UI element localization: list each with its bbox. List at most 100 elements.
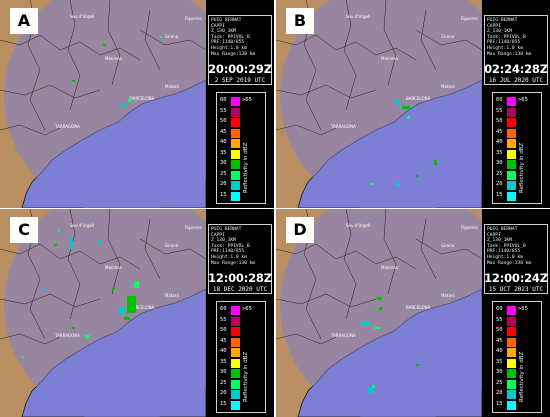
radar-echo [134, 281, 139, 288]
scale-color-swatch [507, 306, 516, 315]
scale-color-swatch [231, 379, 240, 389]
radar-echo [58, 229, 60, 232]
scale-tick-label: 50 [220, 118, 227, 124]
scale-tick-label: 60 [220, 306, 227, 312]
radar-info-box: PUIG BERNAT CAPPI Z_130_1KM Task: PPIVOL_B P… [484, 15, 548, 85]
reflectivity-scale: 60 >65 55 50 45 40 35 30 25 20 15 Reflectivity in d… [216, 301, 266, 413]
scale-tick-label: 35 [496, 149, 503, 156]
info-line: PUIG BERNAT [487, 18, 518, 23]
map-place-label: Manresa [105, 56, 123, 61]
info-sidebar: PUIG BERNAT CAPPI Z_130_1KM Task: PPIVOL_B P… [482, 0, 550, 208]
scale-color-swatch [231, 327, 240, 336]
scale-tick-label: 35 [496, 358, 503, 365]
radar-panel-d: Seu d'Urgell Girona Manresa Figueres BARCELO… [276, 209, 550, 417]
scale-color-swatch [507, 327, 516, 336]
scale-tick-label: 50 [220, 327, 227, 333]
scale-tick-label: 60 [496, 306, 503, 312]
panel-letter: A [10, 8, 38, 34]
map-place-label: Mataró [441, 84, 455, 89]
scale-tick-label: 45 [220, 337, 227, 344]
map-place-label: Seu d'Urgell [70, 223, 94, 228]
radar-echo [396, 183, 400, 186]
scale-color-swatch [231, 390, 240, 399]
panel-letter: C [10, 217, 38, 243]
info-line: PRF:1140/855 [211, 249, 245, 255]
scale-tick-label: 15 [220, 400, 227, 407]
radar-echo [379, 307, 382, 310]
map-place-label: Girona [165, 34, 179, 39]
scale-color-swatch [231, 191, 240, 201]
info-line: Max Range:130 km [487, 51, 532, 57]
map-place-label: Seu d'Urgell [70, 14, 94, 19]
radar-echo [85, 335, 90, 338]
radar-panel-a: Seu d'Urgell Girona Manresa Figueres BARCELO… [0, 0, 274, 208]
scale-color-swatch [507, 128, 516, 138]
scale-color-swatch [507, 337, 516, 347]
scale-color-swatch [231, 337, 240, 347]
scale-color-swatch [507, 400, 516, 410]
radar-info-box: PUIG BERNAT CAPPI Z_130_1KM Task: PPIVOL_B P… [208, 224, 272, 294]
scale-tick-label: 50 [496, 327, 503, 333]
radar-echo [377, 297, 382, 300]
info-line: Z_130_1KM [211, 29, 236, 35]
scale-tick-label: 40 [220, 348, 227, 354]
map-place-label: Seu d'Urgell [346, 14, 370, 19]
map-place-label: Seu d'Urgell [346, 223, 370, 228]
scale-tick-label: 20 [496, 181, 503, 187]
info-line: CAPPI [211, 232, 225, 238]
reflectivity-scale: 60 >65 55 50 45 40 35 30 25 20 15 Reflectivity in d… [492, 301, 542, 413]
scale-unit-label: Reflectivity in dBZ [243, 142, 249, 193]
radar-panel-b: Seu d'Urgell Girona Manresa Figueres BARCELO… [276, 0, 550, 208]
map-place-label: BARCELONA [406, 305, 431, 310]
radar-echo [416, 175, 418, 177]
scale-unit-label: Reflectivity in dBZ [519, 142, 525, 193]
scale-tick-label: 40 [496, 348, 503, 354]
scale-tick-label: 55 [220, 107, 227, 114]
info-sidebar: PUIG BERNAT CAPPI Z_130_1KM Task: PPIVOL_B P… [206, 0, 274, 208]
radar-map: Seu d'Urgell Girona Manresa Figueres BARCELO… [276, 0, 482, 208]
scale-color-swatch [231, 160, 240, 169]
radar-info-box: PUIG BERNAT CAPPI Z_130_1KM Task: PPIVOL_B P… [484, 224, 548, 294]
scale-tick-label: 15 [496, 191, 503, 198]
radar-echo [127, 296, 136, 313]
scale-color-swatch [231, 369, 240, 378]
radar-echo [374, 327, 380, 329]
map-place-label: TARRAGONA [54, 333, 80, 338]
radar-echo [416, 364, 419, 366]
radar-echo [407, 116, 410, 119]
radar-echo [160, 36, 162, 38]
radar-echo [44, 287, 46, 290]
info-line: Task: PPIVOL_B [487, 34, 526, 40]
info-sidebar: PUIG BERNAT CAPPI Z_130_1KM Task: PPIVOL_B P… [482, 209, 550, 417]
info-line: Height:1.0 km [211, 45, 247, 51]
scale-color-swatch [231, 170, 240, 180]
scale-color-swatch [507, 149, 516, 159]
map-place-label: Mataró [165, 84, 179, 89]
scan-date: 16 JUL 2020 UTC [488, 77, 544, 84]
radar-echo [112, 287, 115, 290]
scale-color-swatch [231, 181, 240, 190]
info-line: Z_130_1KM [211, 238, 236, 244]
radar-echo [434, 160, 437, 165]
radar-echo [72, 80, 75, 82]
radar-echo [362, 322, 370, 326]
scale-color-swatch [507, 107, 516, 117]
reflectivity-scale: 60 >65 55 50 45 40 35 30 25 20 15 Reflectivity in d… [216, 92, 266, 204]
scale-color-swatch [507, 379, 516, 389]
info-line: PUIG BERNAT [211, 227, 242, 232]
radar-echo [98, 240, 101, 243]
scale-tick-label: 55 [220, 316, 227, 323]
info-line: Height:1.0 km [211, 254, 247, 260]
radar-echo [119, 307, 125, 314]
scale-tick-label: 60 [496, 97, 503, 103]
scale-tick-label: 25 [496, 379, 503, 386]
radar-echo [396, 100, 400, 105]
scale-tick-label: 25 [220, 379, 227, 386]
scale-tick-label: 20 [220, 181, 227, 187]
info-line: PRF:1140/855 [487, 40, 521, 46]
scale-tick-label: 50 [496, 118, 503, 124]
radar-echo [72, 327, 75, 329]
scale-tick-label: 55 [496, 107, 503, 114]
scale-color-swatch [231, 149, 240, 159]
scale-top-label: >65 [518, 97, 528, 103]
